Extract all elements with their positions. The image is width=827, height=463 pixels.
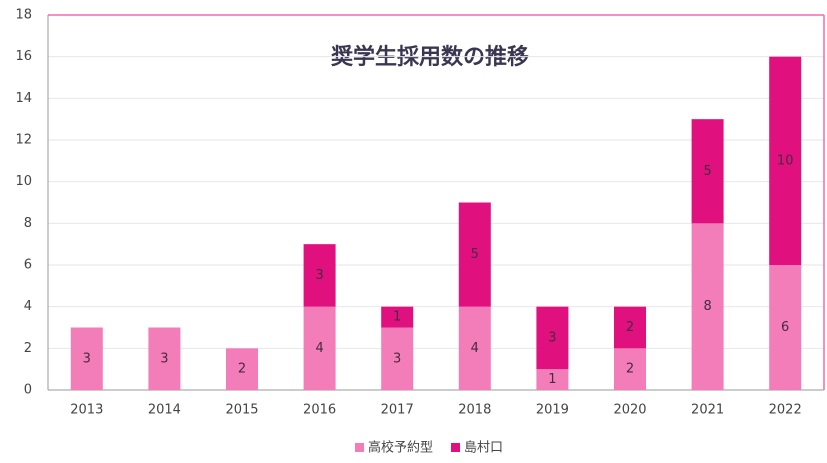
x-tick-label: 2022 <box>769 403 802 418</box>
data-label: 3 <box>393 351 401 366</box>
bar-segment <box>691 119 724 224</box>
legend-swatch <box>355 443 364 452</box>
data-label: 3 <box>548 330 556 345</box>
x-tick-label: 2013 <box>70 403 103 418</box>
bar-segment <box>614 306 646 349</box>
legend-label: 高校予約型 <box>368 440 433 456</box>
bar-segment <box>691 223 724 390</box>
data-label: 2 <box>238 362 246 377</box>
x-tick-label: 2019 <box>536 403 569 418</box>
bar-segment <box>226 348 258 390</box>
bar-segment <box>769 265 802 390</box>
bar-segment <box>303 306 336 390</box>
y-tick-label: 18 <box>15 8 32 23</box>
x-tick-label: 2014 <box>148 403 181 418</box>
data-label: 3 <box>83 351 91 366</box>
data-label: 3 <box>315 268 323 283</box>
y-tick-label: 6 <box>24 258 32 273</box>
x-tick-label: 2021 <box>691 403 724 418</box>
bar-segment <box>536 369 569 390</box>
bar-segment <box>769 56 802 265</box>
data-label: 2 <box>626 362 634 377</box>
legend-label: 島村口 <box>464 441 503 456</box>
y-tick-label: 10 <box>15 174 32 189</box>
y-tick-label: 8 <box>24 216 32 231</box>
legend-swatch <box>451 443 461 452</box>
bar-segment <box>70 327 103 390</box>
bar-segment <box>614 348 646 390</box>
y-tick-label: 14 <box>15 91 32 106</box>
data-label: 10 <box>777 153 794 168</box>
bar-segment <box>148 327 181 390</box>
bar-segment <box>381 327 414 390</box>
x-tick-label: 2020 <box>613 403 646 418</box>
x-tick-label: 2016 <box>303 403 336 418</box>
bar-segment <box>303 244 336 307</box>
bar-segment <box>381 306 414 328</box>
data-label: 4 <box>315 341 323 356</box>
data-label: 6 <box>781 320 789 335</box>
bar-segment <box>458 306 491 390</box>
x-tick-label: 2015 <box>225 403 258 418</box>
data-label: 1 <box>393 310 401 325</box>
x-tick-label: 2018 <box>458 403 491 418</box>
data-label: 1 <box>548 372 556 387</box>
data-label: 3 <box>160 351 168 366</box>
y-tick-label: 0 <box>24 383 32 398</box>
data-label: 2 <box>626 320 634 335</box>
data-label: 4 <box>471 341 479 356</box>
y-tick-label: 4 <box>24 299 32 314</box>
bar-segment <box>458 202 491 307</box>
y-tick-label: 16 <box>15 49 32 64</box>
bar-segment <box>536 306 569 370</box>
y-tick-label: 12 <box>15 133 32 148</box>
data-label: 8 <box>703 299 711 314</box>
data-label: 5 <box>471 247 479 262</box>
x-tick-label: 2017 <box>381 403 414 418</box>
y-tick-label: 2 <box>24 341 32 356</box>
data-label: 5 <box>703 164 711 179</box>
